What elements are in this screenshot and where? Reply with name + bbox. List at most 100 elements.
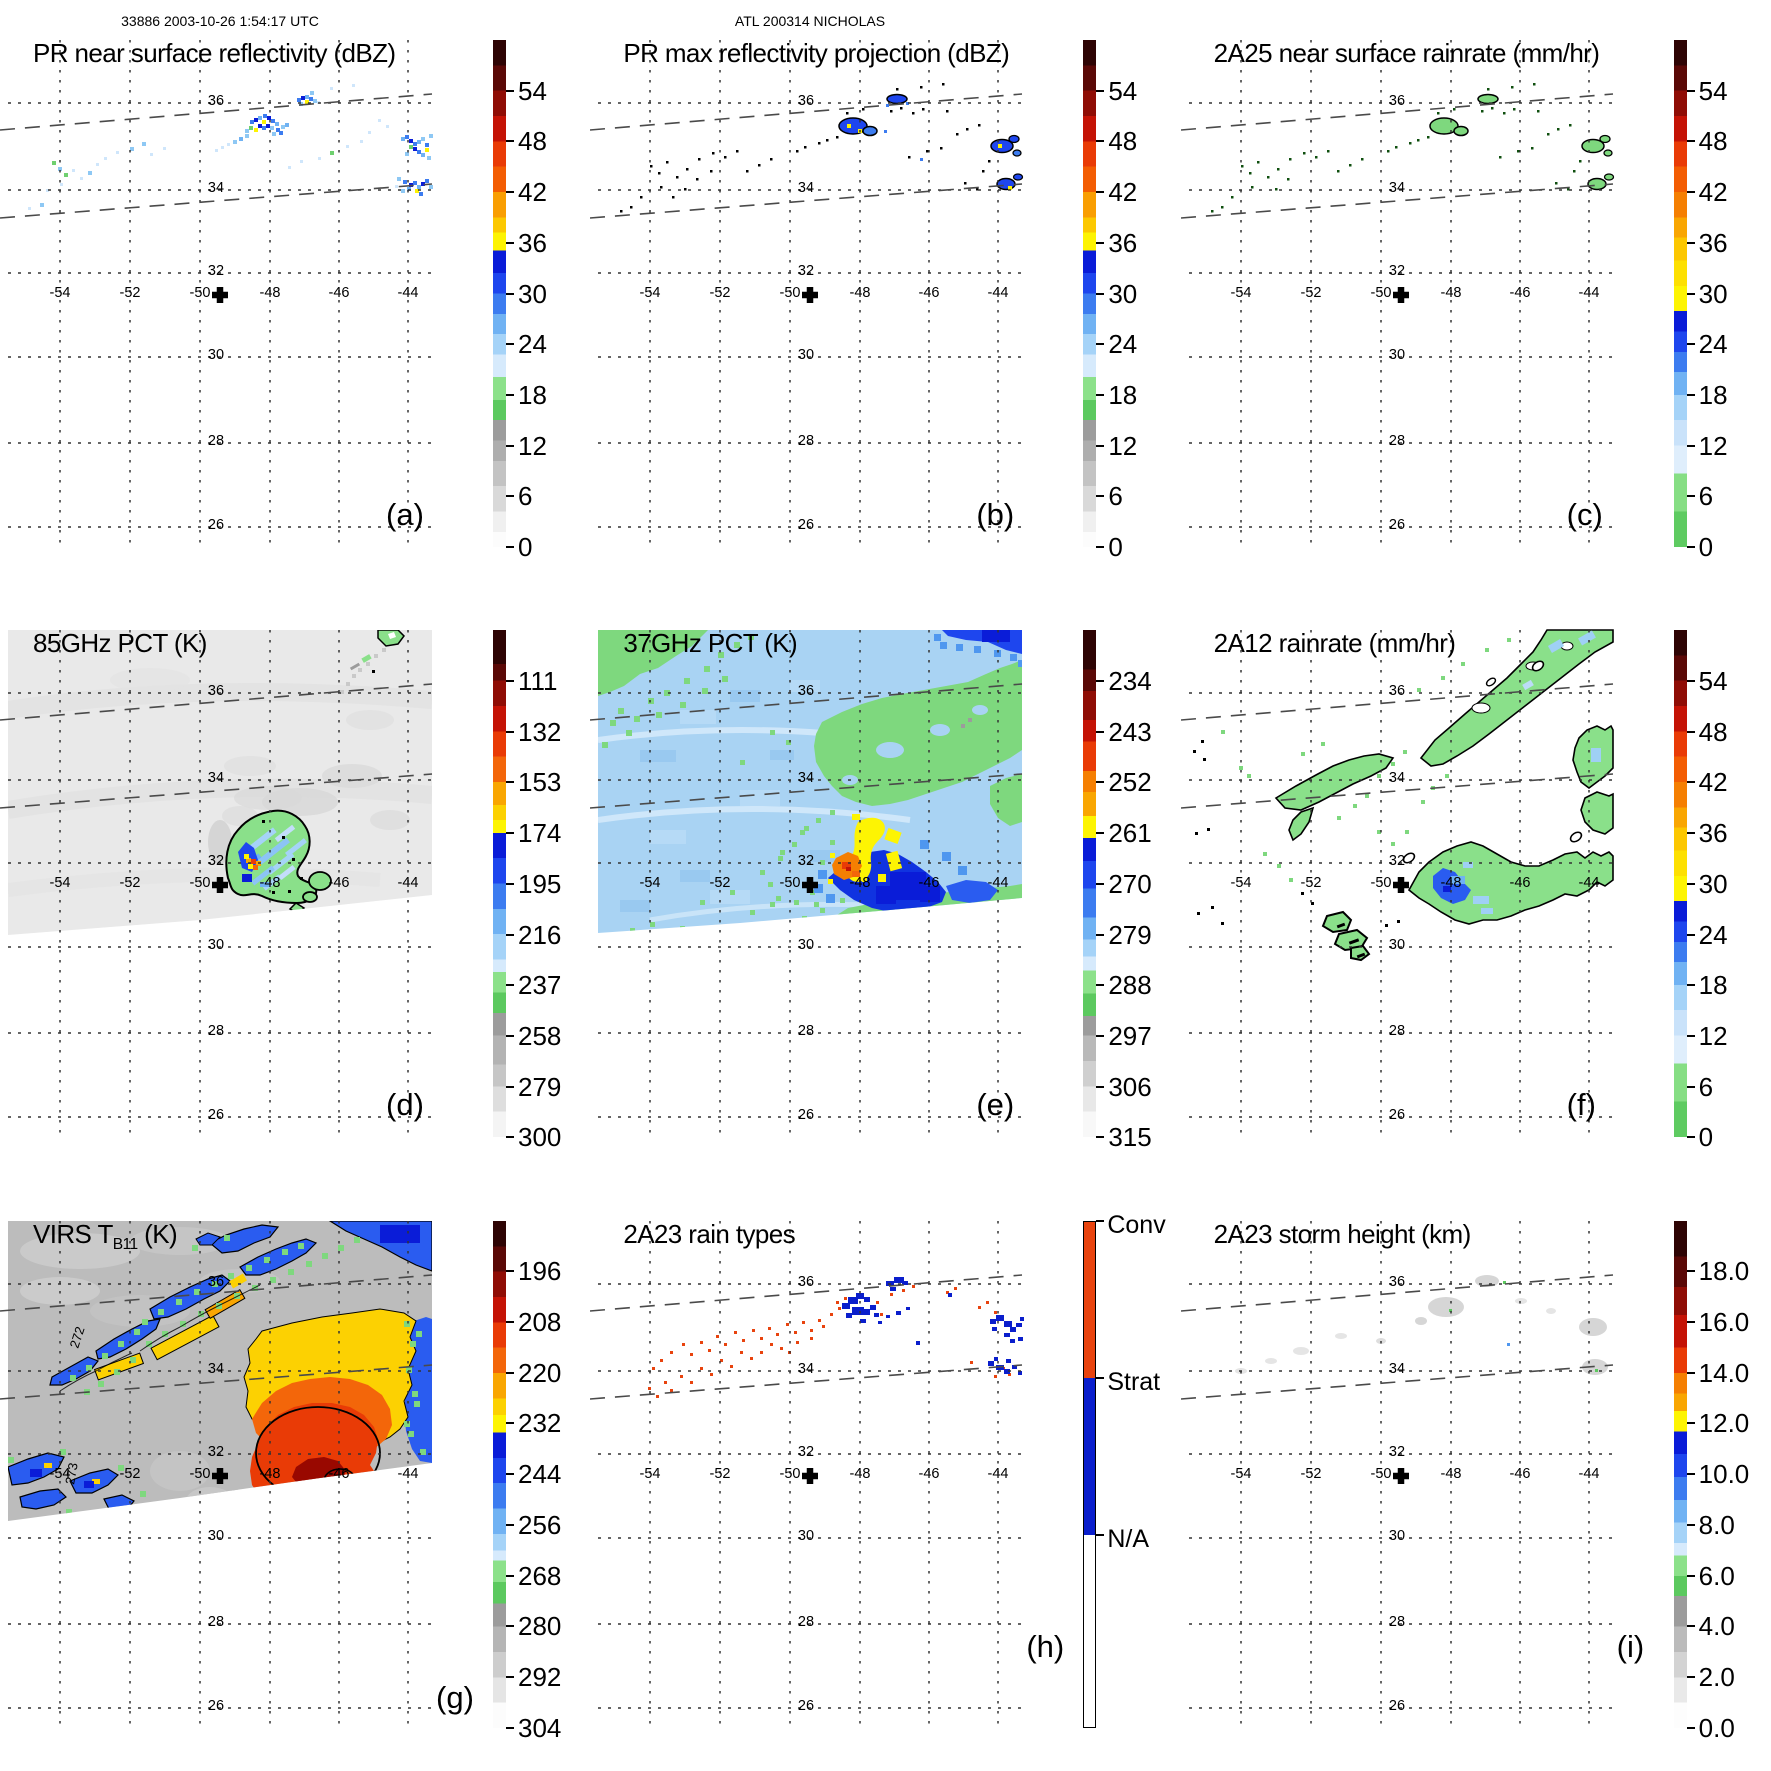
colorbar-tick: [1096, 89, 1105, 92]
colorbar-tick: [506, 495, 514, 498]
svg-text:-54: -54: [1230, 285, 1251, 301]
colorbar-tick: [506, 832, 514, 835]
colorbar-label: 6: [1698, 481, 1714, 512]
panel-letter-b: (b): [976, 497, 1015, 532]
svg-text:-52: -52: [120, 875, 141, 891]
svg-text:-46: -46: [1509, 1466, 1530, 1482]
panel-b: -54 -52 -50 -48 -46 -44 36 34 32 30 28 26 PR max ref…: [590, 0, 1180, 590]
svg-text:-48: -48: [260, 285, 281, 301]
colorbar-tick: [1686, 89, 1695, 92]
colorbar-label: 8.0: [1698, 1509, 1735, 1540]
svg-text:-54: -54: [640, 285, 661, 301]
colorbar-tick: [1686, 730, 1695, 733]
colorbar-label: 36: [1698, 227, 1728, 258]
gridlines: [598, 1220, 1023, 1731]
gridlines: [598, 630, 1023, 1141]
colorbar-tick: [1686, 1625, 1695, 1628]
svg-text:-52: -52: [1300, 875, 1321, 891]
panel-title-h: 2A23 rain types: [623, 1218, 795, 1249]
colorbar-tick: [506, 1321, 514, 1324]
colorbar-tick: [506, 292, 514, 295]
colorbar-b: [1083, 40, 1097, 547]
gridlines: [1188, 1220, 1613, 1731]
svg-text:-46: -46: [329, 1466, 350, 1482]
storm-center-marker: [1392, 287, 1409, 303]
axis-labels: -54 -52 -50 -48 -46 -44 36 34 32 30 28 26: [640, 93, 1009, 533]
axis-labels: -54 -52 -50 -48 -46 -44 36 34 32 30 28 26: [640, 1274, 1009, 1714]
panel-letter-i: (i): [1616, 1628, 1645, 1664]
colorbar-label: 244: [518, 1459, 562, 1490]
colorbar-tick: [506, 1136, 514, 1139]
colorbar-tick: [506, 1085, 514, 1088]
svg-text:-54: -54: [1230, 1466, 1251, 1482]
colorbar-label: 270: [1108, 868, 1152, 899]
svg-text:26: 26: [1389, 1107, 1405, 1123]
colorbar-tick: [506, 933, 514, 936]
svg-text:-46: -46: [329, 285, 350, 301]
colorbar-tick: [1686, 292, 1695, 295]
gridlines: [8, 40, 432, 550]
colorbar-tick: [506, 546, 514, 548]
colorbar-label: N/A: [1107, 1524, 1150, 1553]
svg-text:30: 30: [1389, 347, 1405, 363]
colorbar-label: 153: [518, 767, 562, 798]
colorbar-tick: [506, 1371, 514, 1374]
colorbar-tick: [1686, 191, 1695, 194]
svg-text:-44: -44: [1578, 875, 1599, 891]
colorbar-label: 24: [1108, 329, 1138, 360]
svg-text:34: 34: [798, 180, 814, 196]
colorbar-tick: [1686, 832, 1695, 835]
colorbar-tick: [1686, 495, 1695, 498]
colorbar-label: 234: [1108, 666, 1152, 697]
colorbar-label: 12.0: [1698, 1408, 1750, 1439]
colorbar-f: [1673, 630, 1687, 1138]
gridlines: [8, 630, 432, 1141]
axis-labels: -54 -52 -50 -48 -46 -44 36 34 32 30 28 26: [50, 1274, 419, 1714]
colorbar-label: 10.0: [1698, 1459, 1750, 1490]
map-h: -54 -52 -50 -48 -46 -44 36 34 32 30 28 26: [590, 1220, 1025, 1731]
svg-text:26: 26: [208, 1698, 224, 1714]
svg-text:26: 26: [798, 1698, 814, 1714]
svg-text:28: 28: [798, 1023, 814, 1039]
colorbar-label: 24: [1698, 329, 1728, 360]
colorbar-label: 30: [518, 278, 547, 309]
colorbar-tick: [506, 343, 514, 346]
colorbar-label: 18.0: [1698, 1256, 1750, 1287]
colorbar-tick: [1686, 546, 1695, 548]
colorbar-label: 18: [1698, 379, 1728, 410]
colorbar-tick: [506, 781, 514, 784]
svg-text:32: 32: [208, 263, 224, 279]
svg-text:30: 30: [208, 1528, 224, 1544]
colorbar-label: 216: [518, 919, 562, 950]
axis-labels: -54 -52 -50 -48 -46 -44 36 34 32 30 28 26: [1230, 1274, 1599, 1714]
svg-text:30: 30: [208, 937, 224, 953]
colorbar-label: 36: [518, 227, 547, 258]
colorbar-label: 12: [1108, 430, 1138, 461]
colorbar-label: 195: [518, 868, 562, 899]
colorbar-tick: [506, 1574, 514, 1577]
colorbar-label: 24: [1698, 919, 1728, 950]
svg-text:-54: -54: [50, 285, 71, 301]
colorbar-tick: [1686, 933, 1695, 936]
svg-text:36: 36: [208, 93, 224, 109]
svg-text:-48: -48: [1440, 285, 1461, 301]
colorbar-tick: [1096, 984, 1105, 987]
colorbar-label: 261: [1108, 818, 1152, 849]
colorbar-label: 54: [1108, 75, 1138, 106]
map-g: 272 273-54 -52 -50 -48 -46 -44 36 34 32 30 28 26: [0, 1220, 433, 1731]
colorbar-label: 36: [1698, 818, 1728, 849]
svg-text:32: 32: [798, 1444, 814, 1460]
colorbar-tick: [1096, 730, 1105, 733]
colorbar-tick: [1096, 495, 1105, 498]
colorbar-tick: [506, 444, 514, 447]
storm-center-marker: [212, 877, 228, 894]
colorbar-label: 16.0: [1698, 1307, 1750, 1338]
panel-letter-a: (a): [386, 497, 424, 532]
svg-text:-50: -50: [190, 875, 211, 891]
svg-text:32: 32: [1389, 1444, 1405, 1460]
svg-text:-50: -50: [190, 285, 211, 301]
colorbar-label: 280: [518, 1611, 562, 1642]
colorbar-tick: [1096, 680, 1105, 683]
colorbar-label: 237: [518, 970, 562, 1001]
colorbar-tick: [506, 393, 514, 396]
